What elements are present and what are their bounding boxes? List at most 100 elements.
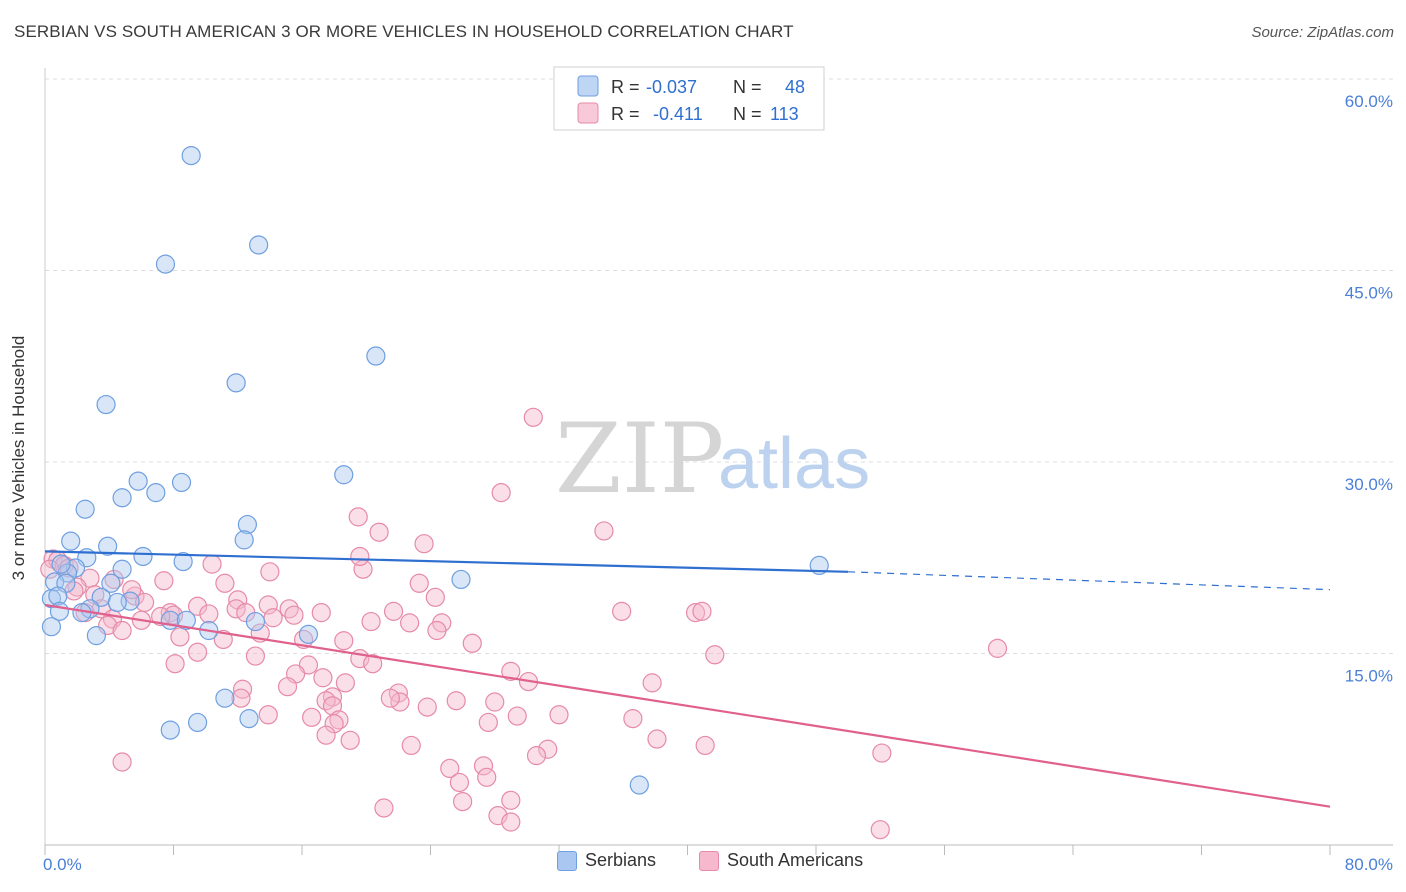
south-americans-point [215, 573, 235, 593]
south-americans-point [284, 605, 304, 625]
legend-swatch-serbians [577, 75, 599, 97]
serbians-point [96, 394, 116, 415]
south-americans-point [425, 587, 445, 607]
south-americans-point [374, 798, 394, 818]
south-americans-points [40, 407, 1008, 840]
serbians-point [112, 559, 132, 579]
serbians-point [298, 624, 319, 644]
south-americans-point [311, 603, 331, 623]
south-americans-point [316, 691, 336, 711]
south-americans-point [453, 791, 473, 812]
south-americans-point [112, 620, 132, 641]
south-americans-point [594, 521, 614, 541]
serbians-point [237, 514, 257, 535]
serbians-point [181, 146, 201, 166]
south-americans-point [491, 483, 511, 503]
serbians-trend-extension [848, 571, 1331, 591]
serbians-point [155, 254, 176, 274]
y-tick-label-15: 15.0% [1345, 667, 1393, 686]
legend-item-south-americans[interactable]: South Americans [699, 850, 863, 871]
south-americans-point [213, 629, 233, 650]
south-americans-point [258, 705, 278, 725]
south-americans-point [647, 729, 667, 749]
serbians-point [98, 536, 118, 556]
south-americans-point [870, 820, 890, 840]
south-americans-point [361, 611, 381, 632]
south-americans-point [302, 707, 322, 727]
south-americans-point [154, 571, 174, 591]
serbians-point [629, 775, 649, 795]
serbians-point [160, 720, 180, 740]
serbians-point [86, 626, 107, 646]
y-tick-label-60: 60.0% [1345, 92, 1393, 111]
south-americans-point [449, 772, 470, 793]
serbians-point [226, 373, 246, 393]
south-americans-point [501, 812, 521, 832]
serbians-point [61, 531, 81, 551]
south-americans-point [414, 534, 434, 554]
south-americans-trend-line [44, 603, 1331, 808]
legend-r-label-serbians: R = [611, 77, 640, 97]
south-americans-point [612, 601, 632, 621]
south-americans-point [695, 735, 715, 756]
south-americans-point [549, 705, 569, 725]
south-americans-point [685, 603, 706, 623]
south-americans-point [245, 646, 266, 666]
trend-lines [44, 550, 1331, 808]
legend-r-value-serbians: -0.037 [646, 77, 697, 97]
legend-swatch-south-americans-bottom [699, 850, 719, 871]
south-americans-point [160, 603, 180, 623]
legend-label-serbians: Serbians [585, 850, 657, 870]
serbians-point [128, 471, 148, 491]
watermark-zip: ZIP [555, 403, 724, 515]
south-americans-point [187, 596, 208, 616]
south-americans-point [501, 790, 521, 810]
south-americans-point [440, 758, 460, 779]
legend-item-serbians[interactable]: Serbians [557, 850, 656, 871]
south-americans-point [348, 507, 368, 527]
south-americans-point [258, 595, 278, 615]
south-americans-point [335, 673, 355, 693]
source-label: Source: ZipAtlas.com [1251, 24, 1394, 41]
y-tick-label-45: 45.0% [1345, 284, 1393, 303]
south-americans-point [260, 562, 280, 582]
serbians-point [133, 546, 153, 567]
serbians-point [112, 488, 132, 508]
serbians-point [41, 617, 62, 637]
south-americans-point [383, 601, 404, 621]
south-americans-point [623, 709, 643, 729]
serbians-point [51, 554, 71, 574]
legend-box [553, 66, 825, 131]
south-americans-point [477, 767, 497, 787]
watermark-atlas: atlas [718, 424, 870, 504]
south-americans-point [231, 688, 251, 708]
south-americans-point [872, 743, 892, 763]
serbians-points [41, 146, 829, 795]
south-americans-point [363, 654, 383, 674]
south-americans-point [692, 601, 712, 621]
south-americans-point [340, 730, 360, 750]
serbians-point [107, 592, 127, 613]
legend-n-label-serbians: N = [733, 77, 762, 97]
south-americans-point [226, 599, 246, 619]
legend-r-value-south-americans: -0.411 [653, 104, 703, 124]
south-americans-point [112, 752, 132, 772]
south-americans-point [151, 606, 171, 627]
south-americans-point [526, 746, 547, 766]
serbians-trend-line [44, 550, 849, 573]
serbians-point [334, 465, 354, 485]
legend-n-value-serbians: 48 [785, 77, 805, 97]
south-americans-point [523, 407, 543, 427]
south-americans-point [334, 631, 354, 651]
legend-n-label-south-americans: N = [733, 104, 762, 124]
south-americans-point [324, 714, 344, 734]
south-americans-point [485, 692, 505, 712]
south-americans-point [165, 654, 185, 674]
south-americans-point [427, 620, 447, 641]
serbians-point [366, 346, 386, 366]
serbians-point [249, 235, 269, 255]
y-tick-label-30: 30.0% [1345, 475, 1393, 494]
south-americans-point [478, 712, 498, 733]
serbians-point [245, 611, 266, 632]
south-americans-point [473, 756, 494, 776]
